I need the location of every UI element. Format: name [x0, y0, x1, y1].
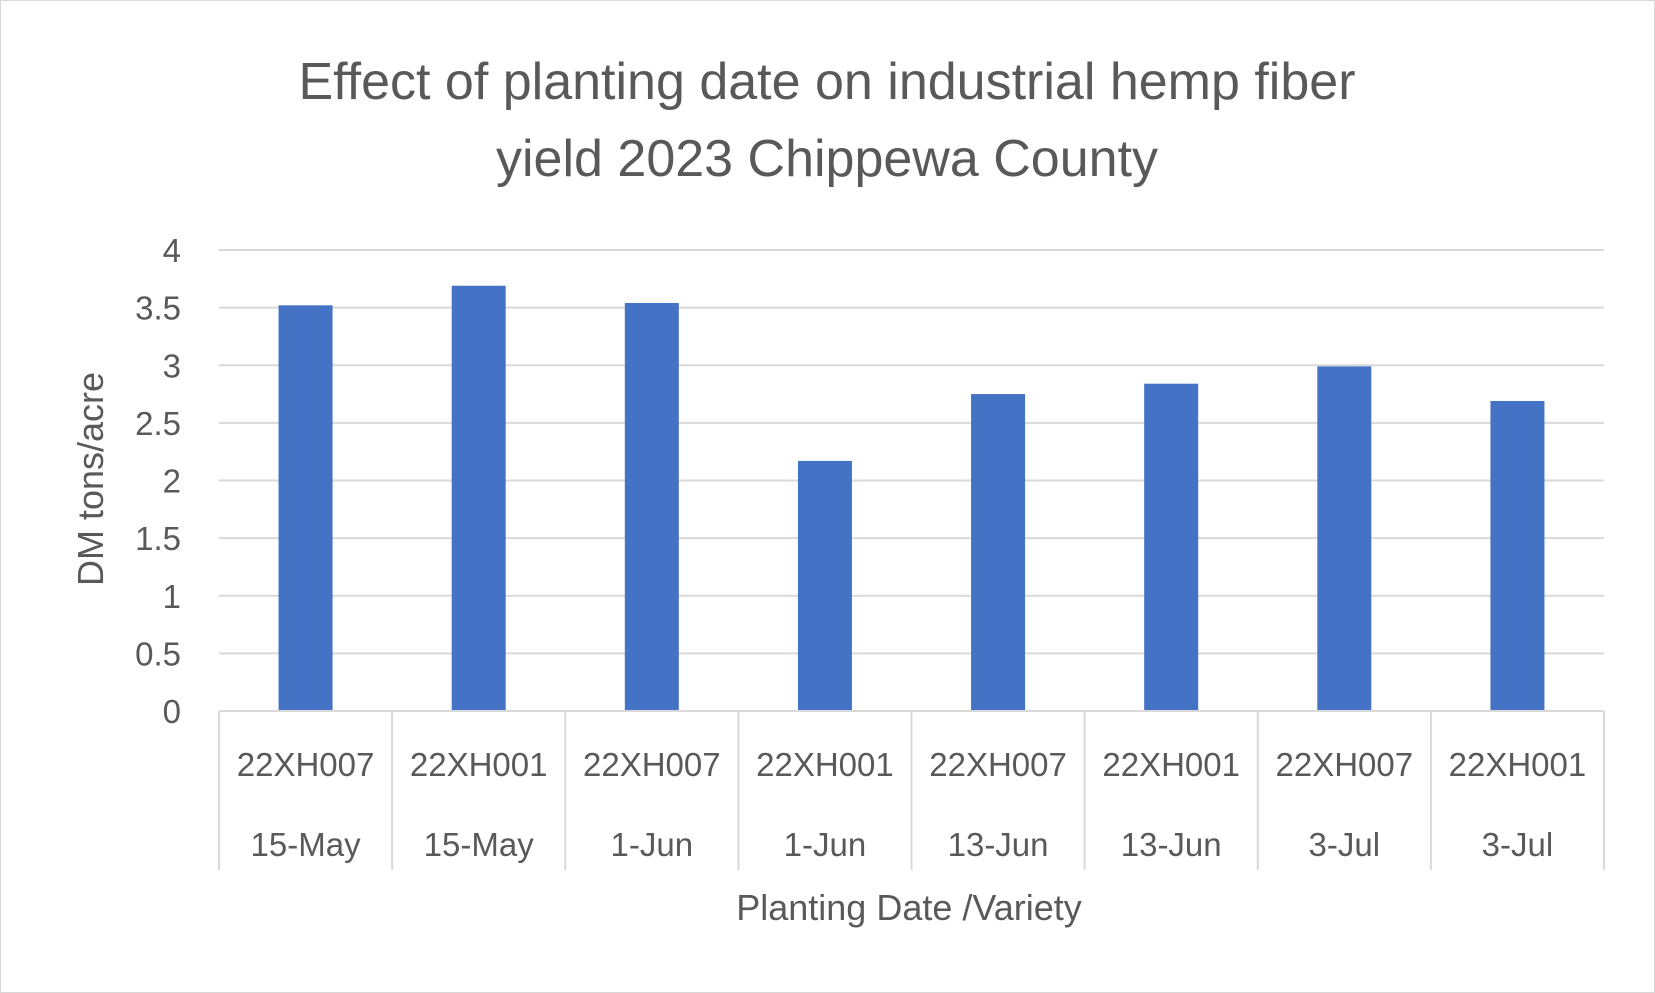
bar — [624, 303, 679, 711]
y-tick-label: 0.5 — [135, 635, 181, 672]
y-tick-label: 3 — [163, 347, 181, 384]
x-category-variety: 22XH001 — [1449, 746, 1587, 783]
x-category-variety: 22XH007 — [237, 746, 375, 783]
bar — [797, 460, 852, 711]
x-axis: 22XH007 15-May 22XH001 15-May 22XH007 1-Jun 22… — [218, 710, 1605, 870]
x-category-variety: 22XH007 — [1276, 746, 1414, 783]
bar — [278, 305, 333, 711]
bars — [278, 285, 1545, 711]
x-category-date: 3-Jul — [1309, 826, 1381, 863]
bar — [1317, 366, 1372, 711]
y-axis-title: DM tons/acre — [70, 372, 111, 586]
x-category-date: 1-Jun — [784, 826, 867, 863]
bar — [451, 285, 506, 711]
bar — [1490, 400, 1545, 711]
x-category-variety: 22XH007 — [929, 746, 1067, 783]
chart-title-line-1: Effect of planting date on industrial he… — [298, 53, 1355, 111]
x-category-date: 13-Jun — [1121, 826, 1222, 863]
x-category-variety: 22XH007 — [583, 746, 721, 783]
x-category-date: 3-Jul — [1482, 826, 1554, 863]
x-category-variety: 22XH001 — [756, 746, 894, 783]
y-tick-label: 1 — [163, 578, 181, 615]
bar — [971, 394, 1026, 711]
y-axis-ticks: 0 0.5 1 1.5 2 2.5 3 3.5 4 — [135, 232, 181, 730]
gridlines — [219, 249, 1604, 655]
x-category-variety: 22XH001 — [1102, 746, 1240, 783]
x-category-date: 15-May — [251, 826, 362, 863]
x-category-date: 15-May — [424, 826, 535, 863]
y-tick-label: 3.5 — [135, 290, 181, 327]
y-tick-label: 1.5 — [135, 520, 181, 557]
bar — [1144, 383, 1199, 711]
y-tick-label: 2 — [163, 463, 181, 500]
y-tick-label: 2.5 — [135, 405, 181, 442]
x-category-date: 1-Jun — [611, 826, 694, 863]
x-category-date: 13-Jun — [948, 826, 1049, 863]
y-tick-label: 0 — [163, 693, 181, 730]
y-tick-label: 4 — [163, 232, 181, 269]
x-axis-title: Planting Date /Variety — [736, 887, 1082, 928]
chart-title-line-2: yield 2023 Chippewa County — [496, 130, 1158, 188]
x-category-variety: 22XH001 — [410, 746, 548, 783]
